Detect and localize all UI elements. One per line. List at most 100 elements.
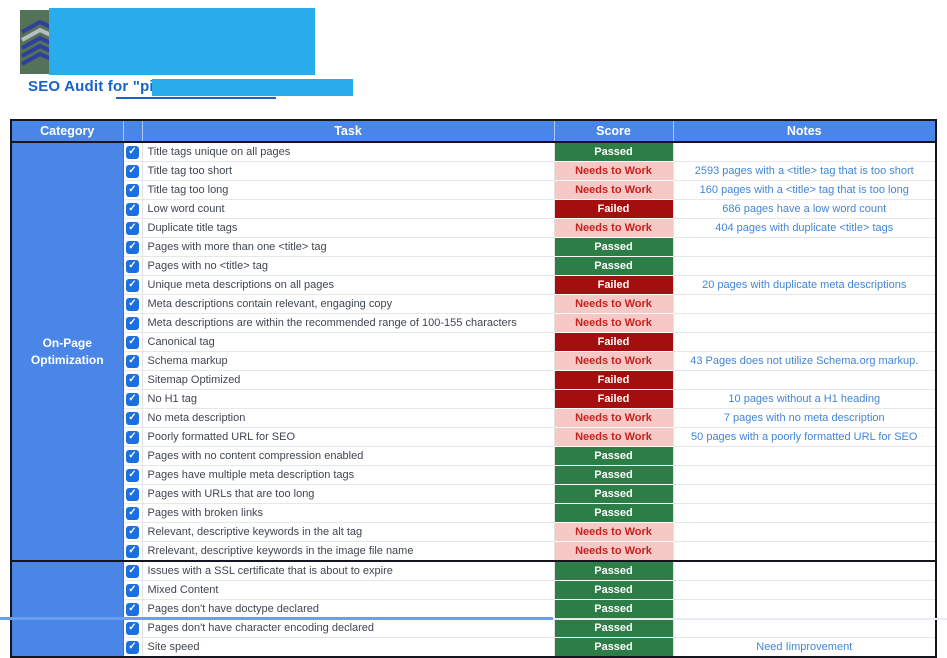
note-text xyxy=(673,313,937,333)
score-badge: Needs to Work xyxy=(554,427,674,447)
checkbox-checked-icon[interactable]: ✓ xyxy=(126,240,139,254)
table-row: ✓ Duplicate title tags Needs to Work 404 pa… xyxy=(11,218,937,238)
checkbox-cell: ✓ xyxy=(123,522,143,542)
score-badge: Passed xyxy=(554,637,674,658)
table-row: On-Page Optimization ✓ Title tags unique o… xyxy=(11,142,937,562)
note-text: 7 pages with no meta description xyxy=(673,408,937,428)
score-badge: Needs to Work xyxy=(554,408,674,428)
checkbox-checked-icon[interactable]: ✓ xyxy=(126,259,139,273)
score-badge: Passed xyxy=(554,142,674,162)
column-header-score: Score xyxy=(554,120,674,143)
score-badge: Passed xyxy=(554,580,674,600)
note-text: 43 Pages does not utilize Schema.org mar… xyxy=(673,351,937,371)
score-badge: Passed xyxy=(554,618,674,638)
checkbox-cell: ✓ xyxy=(123,332,143,352)
task-label: Rrelevant, descriptive keywords in the i… xyxy=(142,541,555,562)
checkbox-checked-icon[interactable]: ✓ xyxy=(126,468,139,482)
note-text xyxy=(673,618,937,638)
checkbox-checked-icon[interactable]: ✓ xyxy=(126,183,139,197)
audit-table: Category Task Score Notes On-Page Optimi… xyxy=(10,119,937,658)
task-label: Relevant, descriptive keywords in the al… xyxy=(142,522,555,542)
column-header-notes: Notes xyxy=(673,120,936,143)
table-row: ✓ Sitemap Optimized Failed xyxy=(11,370,937,390)
score-badge: Failed xyxy=(554,332,674,352)
checkbox-checked-icon[interactable]: ✓ xyxy=(126,278,139,292)
checkbox-checked-icon[interactable]: ✓ xyxy=(126,640,139,654)
checkbox-cell: ✓ xyxy=(123,618,143,638)
checkbox-checked-icon[interactable]: ✓ xyxy=(126,373,139,387)
score-badge: Passed xyxy=(554,465,674,485)
checkbox-checked-icon[interactable]: ✓ xyxy=(126,145,139,159)
task-label: Mixed Content xyxy=(142,580,555,600)
page-title: SEO Audit for "picl xyxy=(28,78,167,95)
task-label: Site speed xyxy=(142,637,555,658)
table-row: ✓ Pages with broken links Passed xyxy=(11,503,937,523)
task-label: Title tag too long xyxy=(142,180,555,200)
checkbox-cell: ✓ xyxy=(123,465,143,485)
checkbox-checked-icon[interactable]: ✓ xyxy=(126,316,139,330)
note-text xyxy=(673,332,937,352)
checkbox-checked-icon[interactable]: ✓ xyxy=(126,411,139,425)
checkbox-checked-icon[interactable]: ✓ xyxy=(126,354,139,368)
score-badge: Passed xyxy=(554,237,674,257)
task-label: Title tag too short xyxy=(142,161,555,181)
checkbox-checked-icon[interactable]: ✓ xyxy=(126,449,139,463)
table-row: ✓ Site speed Passed Need Iimprovement xyxy=(11,637,937,658)
note-text xyxy=(673,599,937,619)
checkbox-checked-icon[interactable]: ✓ xyxy=(126,392,139,406)
checkbox-cell: ✓ xyxy=(123,389,143,409)
score-badge: Failed xyxy=(554,275,674,295)
checkbox-checked-icon[interactable]: ✓ xyxy=(126,430,139,444)
title-link-underline xyxy=(116,97,276,99)
score-badge: Needs to Work xyxy=(554,313,674,333)
note-text xyxy=(673,446,937,466)
checkbox-checked-icon[interactable]: ✓ xyxy=(126,583,139,597)
stacked-layers-logo xyxy=(20,10,53,74)
checkbox-checked-icon[interactable]: ✓ xyxy=(126,525,139,539)
task-label: Issues with a SSL certificate that is ab… xyxy=(142,560,555,581)
checkbox-checked-icon[interactable]: ✓ xyxy=(126,506,139,520)
task-label: Pages with more than one <title> tag xyxy=(142,237,555,257)
note-text: 50 pages with a poorly formatted URL for… xyxy=(673,427,937,447)
checkbox-checked-icon[interactable]: ✓ xyxy=(126,164,139,178)
task-label: Canonical tag xyxy=(142,332,555,352)
checkbox-cell: ✓ xyxy=(123,199,143,219)
checkbox-checked-icon[interactable]: ✓ xyxy=(126,335,139,349)
checkbox-cell: ✓ xyxy=(123,503,143,523)
checkbox-checked-icon[interactable]: ✓ xyxy=(126,544,139,558)
category-cell xyxy=(11,560,124,658)
score-badge: Needs to Work xyxy=(554,522,674,542)
note-text: 20 pages with duplicate meta description… xyxy=(673,275,937,295)
score-badge: Passed xyxy=(554,560,674,581)
page-title-prefix: SEO Audit for " xyxy=(28,78,141,95)
table-row: ✓ Relevant, descriptive keywords in the a… xyxy=(11,522,937,542)
table-row: ✓ Pages have multiple meta description ta… xyxy=(11,465,937,485)
score-badge: Needs to Work xyxy=(554,218,674,238)
checkbox-checked-icon[interactable]: ✓ xyxy=(126,602,139,616)
checkbox-cell: ✓ xyxy=(123,637,143,658)
note-text: Need Iimprovement xyxy=(673,637,937,658)
note-text xyxy=(673,256,937,276)
checkbox-checked-icon[interactable]: ✓ xyxy=(126,487,139,501)
table-row: ✓ Issues with a SSL certificate that is a… xyxy=(11,560,937,658)
checkbox-checked-icon[interactable]: ✓ xyxy=(126,202,139,216)
note-text xyxy=(673,522,937,542)
category-cell: On-Page Optimization xyxy=(11,142,124,562)
score-badge: Passed xyxy=(554,446,674,466)
score-badge: Passed xyxy=(554,599,674,619)
task-label: Pages don't have character encoding decl… xyxy=(142,618,555,638)
note-text: 10 pages without a H1 heading xyxy=(673,389,937,409)
column-header-checkbox xyxy=(123,120,143,143)
checkbox-cell: ✓ xyxy=(123,484,143,504)
checkbox-checked-icon[interactable]: ✓ xyxy=(126,221,139,235)
checkbox-checked-icon[interactable]: ✓ xyxy=(126,297,139,311)
table-row: ✓ Mixed Content Passed xyxy=(11,580,937,600)
table-row: ✓ Title tag too long Needs to Work 160 page… xyxy=(11,180,937,200)
note-text: 2593 pages with a <title> tag that is to… xyxy=(673,161,937,181)
checkbox-checked-icon[interactable]: ✓ xyxy=(126,621,139,635)
checkbox-cell: ✓ xyxy=(123,370,143,390)
task-label: Pages have multiple meta description tag… xyxy=(142,465,555,485)
checkbox-cell: ✓ xyxy=(123,294,143,314)
checkbox-checked-icon[interactable]: ✓ xyxy=(126,564,139,578)
score-badge: Needs to Work xyxy=(554,294,674,314)
